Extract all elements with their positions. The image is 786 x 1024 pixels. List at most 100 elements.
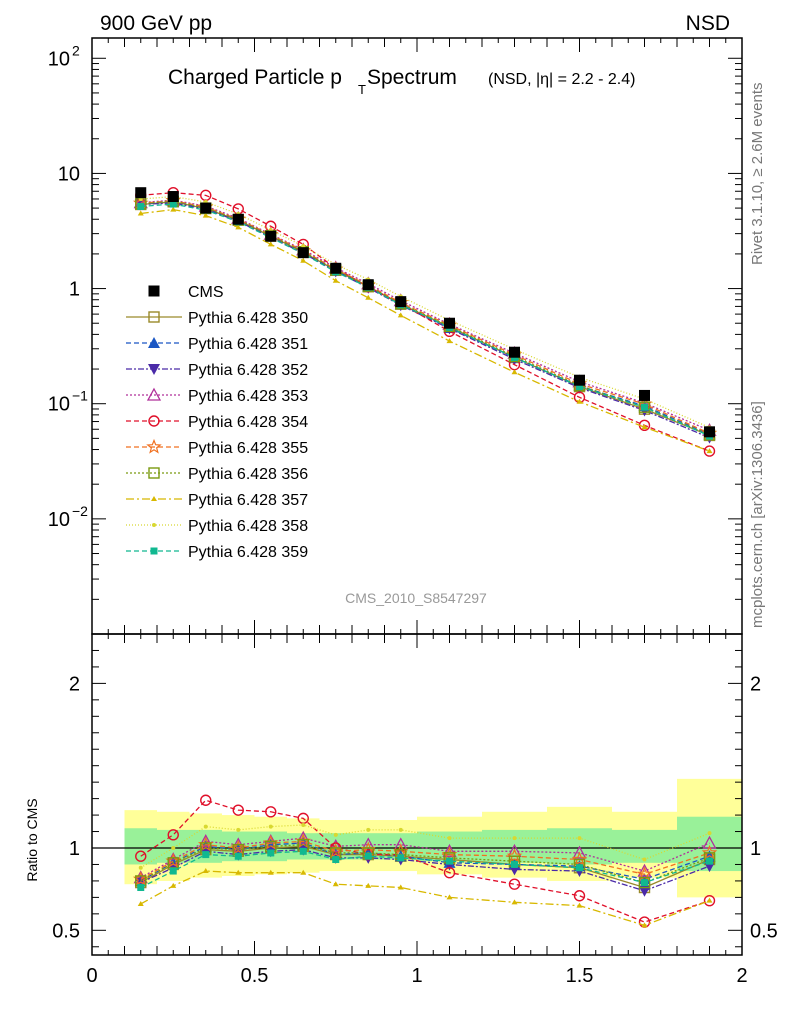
ratio-point bbox=[442, 843, 457, 857]
legend-item-1: Pythia 6.428 350 bbox=[126, 310, 308, 327]
band-green-12 bbox=[612, 829, 677, 863]
data-point bbox=[395, 296, 407, 308]
ratio-point bbox=[638, 876, 651, 889]
legend-label: Pythia 6.428 358 bbox=[188, 518, 308, 535]
main-point bbox=[511, 369, 518, 375]
ratio-y-axis-label: Ratio to CMS bbox=[24, 798, 40, 881]
legend-item-6: Pythia 6.428 355 bbox=[126, 438, 308, 457]
ratio-point bbox=[572, 845, 587, 859]
ratio-point bbox=[573, 890, 586, 902]
ratio-point bbox=[706, 897, 713, 903]
ratio-point bbox=[398, 827, 403, 832]
ratio-point bbox=[365, 882, 372, 888]
main-point bbox=[576, 398, 583, 404]
ratio-point bbox=[301, 822, 306, 827]
data-point bbox=[135, 187, 147, 199]
main-y-tick-label: 10 bbox=[48, 48, 70, 70]
main-point bbox=[706, 448, 713, 454]
main-point bbox=[169, 200, 177, 208]
ratio-point bbox=[641, 922, 648, 928]
main-y-tick-label: 10 bbox=[48, 394, 70, 416]
ratio-point bbox=[576, 902, 583, 908]
ratio-y-tick-label: 1 bbox=[69, 838, 80, 860]
data-point bbox=[639, 389, 650, 401]
header-right-label: NSD bbox=[686, 12, 730, 35]
legend-label: Pythia 6.428 353 bbox=[188, 388, 308, 405]
legend-item-5: Pythia 6.428 354 bbox=[126, 414, 308, 431]
ratio-point bbox=[171, 846, 176, 850]
legend-item-3: Pythia 6.428 352 bbox=[126, 362, 308, 379]
series-layer bbox=[132, 186, 718, 928]
ratio-point bbox=[638, 885, 651, 897]
legend: CMS Pythia 6.428 350 Pythia 6.428 351 Pythi… bbox=[126, 284, 308, 561]
main-point bbox=[576, 383, 583, 391]
legend-item-8: Pythia 6.428 357 bbox=[126, 492, 308, 509]
ratio-point bbox=[511, 860, 518, 868]
x-tick-label: 0 bbox=[86, 965, 97, 987]
ratio-line bbox=[140, 850, 710, 889]
ratio-point bbox=[265, 806, 277, 818]
main-y-tick-label: 1 bbox=[69, 279, 80, 301]
main-point bbox=[301, 244, 306, 249]
ratio-point bbox=[397, 884, 404, 890]
main-y-tick-exponent: 2 bbox=[72, 42, 80, 58]
ratio-point bbox=[234, 852, 242, 860]
main-point bbox=[703, 445, 716, 457]
ratio-point bbox=[333, 832, 338, 837]
title-extra: (NSD, |η| = 2.2 - 2.4) bbox=[488, 71, 635, 88]
ratio-point bbox=[641, 879, 648, 887]
watermark-label: CMS_2010_S8547297 bbox=[345, 590, 487, 606]
main-y-tick-label: 10 bbox=[58, 163, 80, 185]
ratio-line bbox=[140, 844, 710, 884]
legend-label: Pythia 6.428 351 bbox=[188, 336, 308, 353]
main-point bbox=[137, 210, 144, 216]
x-tick-label: 0.5 bbox=[241, 965, 269, 987]
legend-label: CMS bbox=[188, 284, 224, 301]
ratio-line bbox=[140, 870, 710, 927]
main-line bbox=[140, 208, 710, 452]
main-y-tick-exponent: −2 bbox=[72, 503, 88, 519]
main-point bbox=[202, 212, 209, 218]
ratio-point bbox=[169, 867, 177, 875]
ratio-y-tick-label: 0.5 bbox=[52, 920, 80, 942]
x-tick-label: 1 bbox=[411, 965, 422, 987]
main-point bbox=[446, 338, 453, 344]
legend-marker bbox=[150, 547, 158, 555]
data-point bbox=[330, 262, 342, 274]
data-point bbox=[509, 346, 520, 358]
legend-marker bbox=[152, 523, 156, 527]
legend-marker bbox=[146, 387, 162, 401]
main-point bbox=[235, 224, 242, 230]
ratio-point bbox=[232, 804, 244, 816]
data-point bbox=[167, 191, 179, 203]
ratio-point bbox=[701, 844, 718, 860]
data-point bbox=[704, 426, 715, 438]
main-point bbox=[300, 257, 307, 263]
ratio-point bbox=[443, 866, 456, 879]
ratio-point bbox=[703, 894, 716, 907]
legend-label: Pythia 6.428 356 bbox=[188, 466, 308, 483]
data-point bbox=[265, 230, 277, 242]
data-point bbox=[362, 279, 374, 291]
ratio-point bbox=[332, 856, 340, 864]
legend-marker bbox=[146, 438, 162, 454]
legend-label: Pythia 6.428 350 bbox=[188, 310, 308, 327]
ratio-point bbox=[137, 884, 145, 892]
ratio-point bbox=[267, 849, 275, 857]
x-tick-label: 1.5 bbox=[566, 965, 594, 987]
main-line bbox=[140, 200, 710, 436]
ratio-point bbox=[571, 851, 588, 867]
legend-item-4: Pythia 6.428 353 bbox=[126, 387, 308, 405]
ratio-point bbox=[576, 864, 583, 872]
main-point bbox=[137, 202, 145, 210]
ratio-point bbox=[637, 863, 652, 877]
data-point bbox=[574, 374, 585, 386]
legend-label: Pythia 6.428 357 bbox=[188, 492, 308, 509]
legend-item-9: Pythia 6.428 358 bbox=[126, 518, 308, 535]
title-subscript: T bbox=[358, 82, 366, 97]
legend-marker bbox=[148, 311, 160, 323]
data-point bbox=[232, 213, 244, 225]
ratio-point bbox=[446, 894, 453, 900]
